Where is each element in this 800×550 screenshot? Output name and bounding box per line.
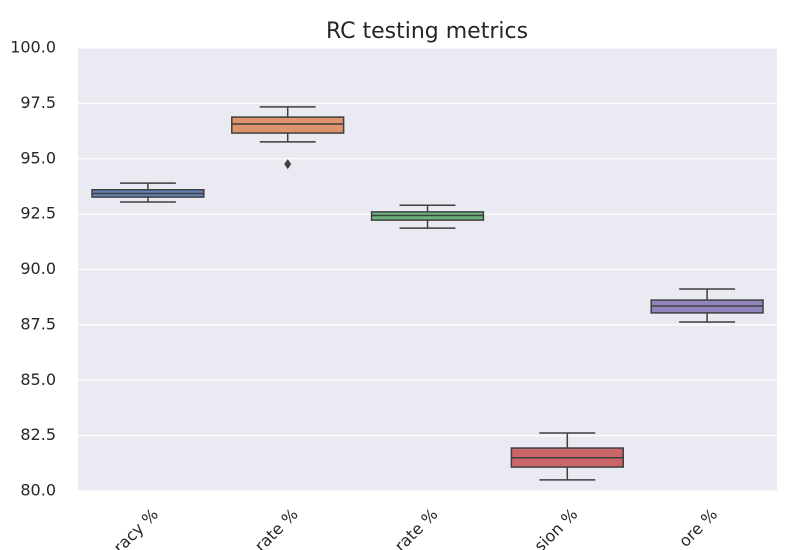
chart-title: RC testing metrics (326, 19, 528, 44)
y-tick-label: 90.0 (20, 259, 56, 278)
y-tick-label: 95.0 (20, 148, 56, 167)
y-tick-label: 92.5 (20, 204, 56, 223)
y-tick-label: 87.5 (20, 314, 56, 333)
x-tick-label: rate % (251, 505, 302, 550)
y-tick-label: 100.0 (10, 38, 56, 57)
y-tick-label: 85.0 (20, 370, 56, 389)
x-tick-label: ore % (675, 505, 721, 550)
y-tick-label: 80.0 (20, 481, 56, 500)
x-tick-label: racy % (110, 505, 162, 550)
x-tick-label: sion % (530, 505, 581, 550)
box (231, 116, 345, 134)
y-tick-label: 82.5 (20, 425, 56, 444)
y-tick-label: 97.5 (20, 93, 56, 112)
x-tick-label: rate % (391, 505, 442, 550)
outlier (284, 159, 292, 170)
